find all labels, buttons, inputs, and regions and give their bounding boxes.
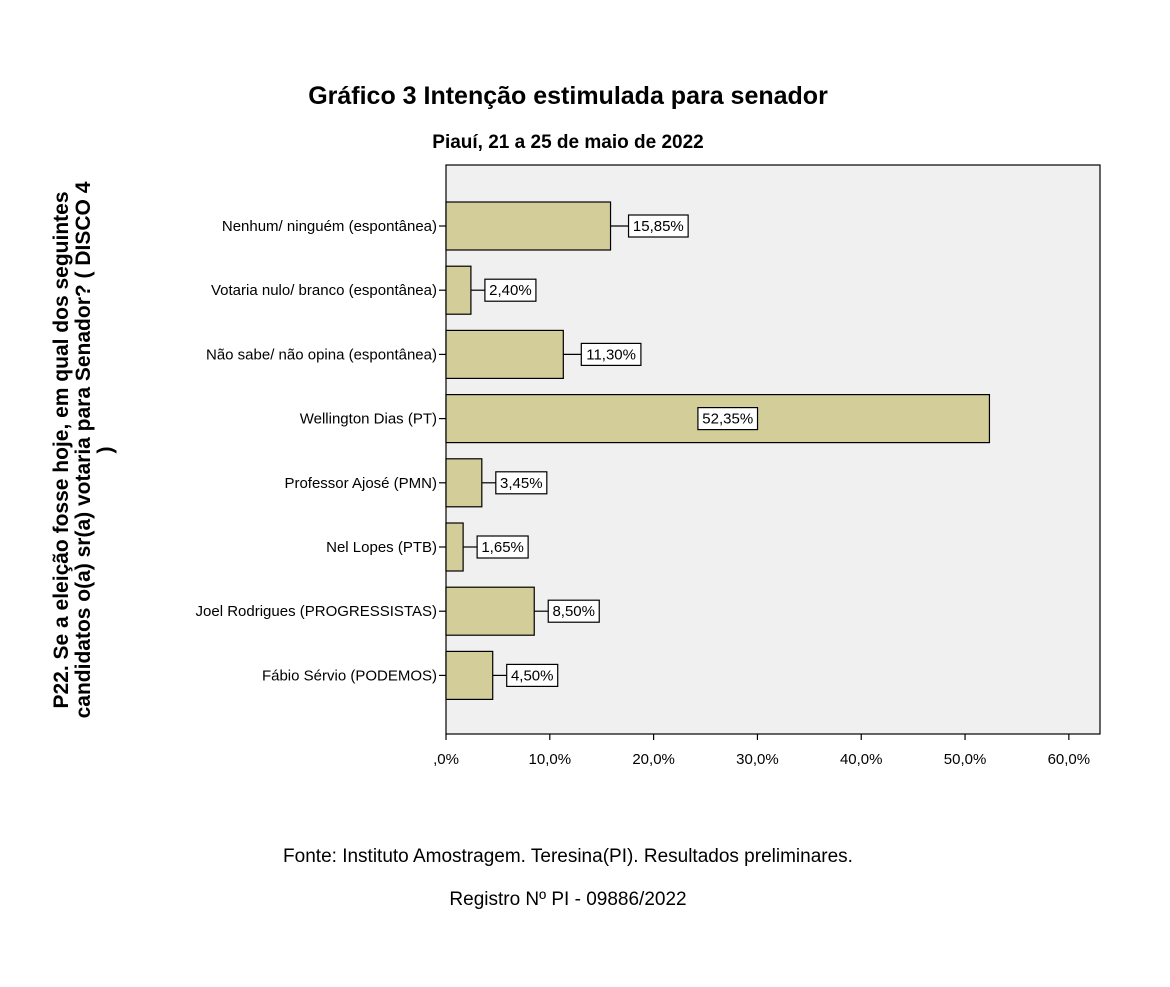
data-label: 1,65% <box>481 539 524 556</box>
data-label-box <box>476 535 529 559</box>
data-label: 3,45% <box>500 475 543 492</box>
x-tick-label: 20,0% <box>632 751 675 768</box>
bar <box>445 650 494 701</box>
x-tick-label: 10,0% <box>529 751 572 768</box>
data-label-box <box>495 471 548 495</box>
plot-area <box>445 164 1101 735</box>
y-tick-label: Não sabe/ não opina (espontânea) <box>206 346 437 363</box>
data-label-box <box>506 663 559 688</box>
bar <box>445 201 612 251</box>
y-tick-label: Nenhum/ ninguém (espontânea) <box>222 218 437 235</box>
bar <box>445 522 464 572</box>
data-label-box <box>484 278 537 302</box>
bar <box>445 265 472 315</box>
registration-note: Registro Nº PI - 09886/2022 <box>449 889 687 910</box>
x-tick-label: 40,0% <box>840 751 883 768</box>
data-label: 8,50% <box>552 603 595 620</box>
data-label: 11,30% <box>586 346 636 363</box>
x-tick-label: ,0% <box>433 751 459 768</box>
data-label-box <box>627 214 689 238</box>
bars-layer: Nenhum/ ninguém (espontânea) 15,85% Votari… <box>196 201 1091 768</box>
y-tick-label: Professor Ajosé (PMN) <box>284 475 437 492</box>
source-note: Fonte: Instituto Amostragem. Teresina(PI… <box>283 846 853 867</box>
chart-title: Gráfico 3 Intenção estimulada para senad… <box>308 82 828 110</box>
data-label-box <box>697 407 759 431</box>
data-label: 4,50% <box>511 667 554 684</box>
y-tick-label: Votaria nulo/ branco (espontânea) <box>211 282 437 299</box>
x-tick-label: 30,0% <box>736 751 779 768</box>
bar-chart: Nenhum/ ninguém (espontânea) 15,85% Votari… <box>196 164 1101 768</box>
bar <box>445 329 564 379</box>
y-tick-label: Fábio Sérvio (PODEMOS) <box>262 667 437 684</box>
bar <box>445 458 483 508</box>
data-label-box <box>547 599 600 623</box>
y-tick-label: Nel Lopes (PTB) <box>326 539 437 556</box>
data-label: 15,85% <box>633 218 684 235</box>
data-label: 52,35% <box>702 411 753 428</box>
bar <box>445 586 535 636</box>
y-tick-label: Joel Rodrigues (PROGRESSISTAS) <box>196 603 437 620</box>
y-tick-label: Wellington Dias (PT) <box>300 411 437 428</box>
x-tick-label: 60,0% <box>1048 751 1091 768</box>
chart-subtitle: Piauí, 21 a 25 de maio de 2022 <box>432 132 704 153</box>
x-tick-label: 50,0% <box>944 751 987 768</box>
data-label: 2,40% <box>489 282 532 299</box>
data-label-box <box>580 342 642 366</box>
